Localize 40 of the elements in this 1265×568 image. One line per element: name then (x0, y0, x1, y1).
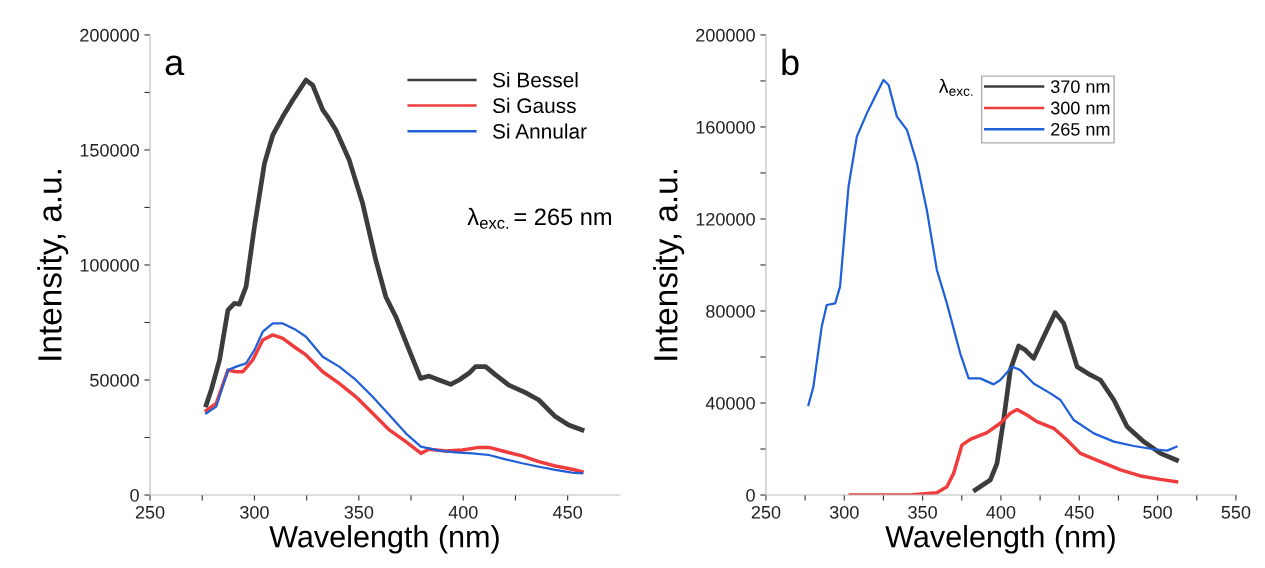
x-tick-label: 550 (1221, 505, 1251, 519)
x-axis-title: Wavelength (nm) (269, 525, 499, 554)
x-tick-label: 300 (829, 505, 859, 519)
y-tick-label: 0 (746, 488, 755, 502)
line-series (807, 78, 1178, 452)
x-tick-label: 500 (1143, 505, 1172, 519)
y-tick-label: 100000 (80, 258, 139, 272)
x-tick-label: 250 (751, 505, 781, 519)
x-axis-title: Wavelength (nm) (885, 525, 1115, 554)
y-tick-label: 200000 (696, 28, 755, 42)
legend-label: Si Annular (492, 123, 587, 139)
line-series (972, 310, 1179, 493)
y-tick-label: 0 (130, 488, 139, 502)
x-tick-label: 350 (908, 505, 937, 519)
legend-label: 370 nm (1050, 80, 1110, 94)
y-tick-label: 50000 (90, 373, 139, 387)
x-tick-label: 400 (448, 505, 478, 519)
y-tick-label: 120000 (696, 212, 755, 226)
x-tick-label: 300 (240, 505, 269, 519)
legend-title: λ$_{exc.}$ (938, 78, 973, 96)
x-tick-label: 450 (553, 505, 583, 519)
annotation: b (782, 48, 799, 76)
y-tick-label: 80000 (706, 304, 755, 318)
x-tick-label: 250 (135, 505, 165, 519)
legend-label: 265 nm (1051, 122, 1110, 136)
y-axis-title: Intensity, a.u. (37, 170, 69, 360)
x-tick-label: 350 (344, 505, 374, 519)
x-tick-label: 450 (1064, 505, 1094, 519)
y-tick-label: 160000 (696, 120, 755, 134)
annotation: λ$_{exc.}$= 265 nm (467, 207, 611, 229)
legend-label: Si Gauss (492, 97, 576, 114)
y-tick-label: 200000 (80, 28, 139, 42)
x-tick-label: 400 (986, 505, 1016, 519)
annotation: a (165, 55, 185, 76)
y-tick-label: 40000 (705, 396, 755, 410)
y-tick-label: 150000 (80, 143, 139, 157)
legend-label: 300 nm (1050, 101, 1110, 115)
y-axis-title: Intensity, a.u. (653, 170, 685, 360)
line-series (848, 407, 1179, 496)
legend-label: Si Bessel (492, 72, 578, 88)
